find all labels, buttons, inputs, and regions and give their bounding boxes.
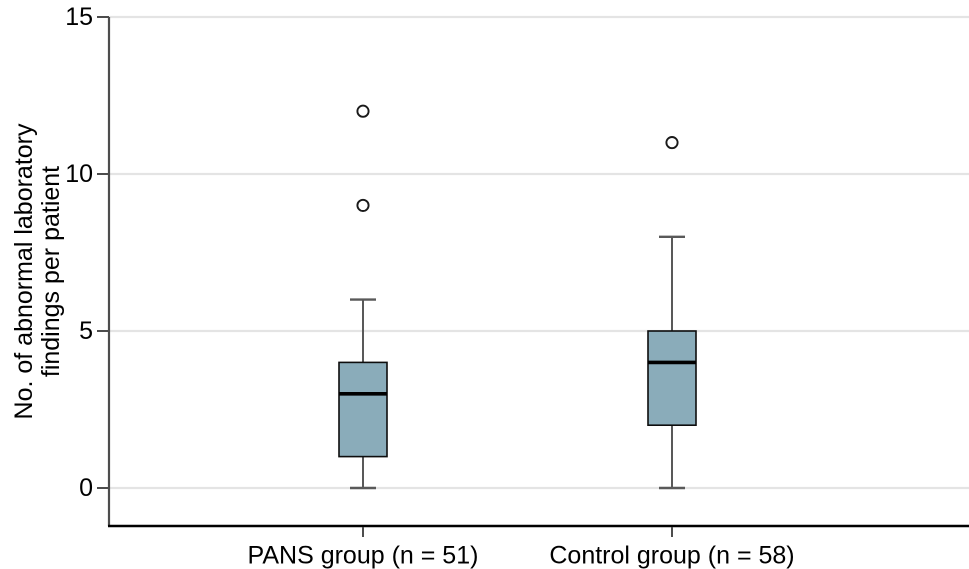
y-tick-label-15: 15: [65, 3, 93, 31]
y-axis-title-line-1: No. of abnormal laboratory: [10, 123, 38, 419]
series-2-outlier-11: [665, 136, 679, 150]
series-2-category-label: Control group (n = 58): [549, 542, 794, 569]
series-1-outlier-9: [356, 198, 370, 212]
series-1-box: [338, 361, 388, 458]
y-tick-label-0: 0: [79, 474, 93, 502]
series-1-outlier-12: [356, 104, 370, 118]
y-tick-label-10: 10: [65, 160, 93, 188]
y-tick-label-5: 5: [79, 317, 93, 345]
series-1-category-label: PANS group (n = 51): [248, 542, 479, 569]
y-axis-title-line-2: findings per patient: [37, 166, 65, 377]
series-2-box: [647, 330, 697, 426]
